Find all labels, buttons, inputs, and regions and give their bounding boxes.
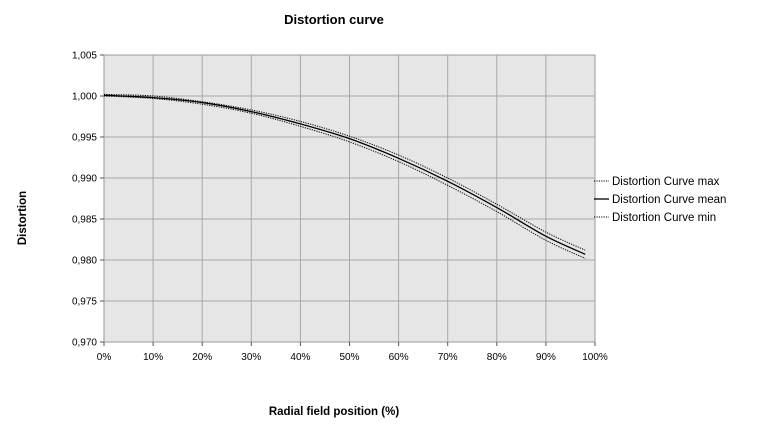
y-tick-label: 1,005 xyxy=(72,51,97,62)
series-line-1 xyxy=(103,94,586,255)
legend-label: Distortion Curve max xyxy=(612,176,720,188)
y-tick-label: 0,990 xyxy=(72,174,97,185)
chart-title: Distortion curve xyxy=(284,12,384,27)
x-tick-label: 60% xyxy=(389,352,409,363)
x-tick-label: 0% xyxy=(97,352,112,363)
gridlines xyxy=(104,55,595,342)
x-axis-title: Radial field position (%) xyxy=(269,406,400,418)
x-tick-label: 90% xyxy=(536,352,556,363)
x-tick-label: 20% xyxy=(192,352,212,363)
x-axis-ticks: 0% 10% 20% 30% 40% 50% 60% 70% 80% 90% 100% xyxy=(97,342,608,363)
y-tick-label: 0,970 xyxy=(72,338,97,349)
y-tick-label: 0,975 xyxy=(72,297,97,308)
x-tick-label: 50% xyxy=(339,352,359,363)
x-tick-label: 10% xyxy=(143,352,163,363)
x-tick-label: 80% xyxy=(487,352,507,363)
legend: Distortion Curve max Distortion Curve mea… xyxy=(594,176,726,224)
series-lines xyxy=(103,93,586,259)
x-tick-label: 100% xyxy=(582,352,608,363)
series-line-0 xyxy=(103,93,586,251)
y-tick-label: 0,995 xyxy=(72,133,97,144)
y-axis-title: Distortion xyxy=(17,191,29,245)
y-tick-label: 0,985 xyxy=(72,215,97,226)
x-tick-label: 70% xyxy=(438,352,458,363)
x-tick-label: 30% xyxy=(241,352,261,363)
series-line-2 xyxy=(103,95,586,259)
y-tick-label: 1,000 xyxy=(72,92,97,103)
y-axis-ticks: 0,970 0,975 0,980 0,985 0,990 0,995 1,000 1,005 xyxy=(72,51,104,349)
legend-label: Distortion Curve mean xyxy=(612,194,726,206)
x-tick-label: 40% xyxy=(290,352,310,363)
legend-label: Distortion Curve min xyxy=(612,212,716,224)
y-tick-label: 0,980 xyxy=(72,256,97,267)
